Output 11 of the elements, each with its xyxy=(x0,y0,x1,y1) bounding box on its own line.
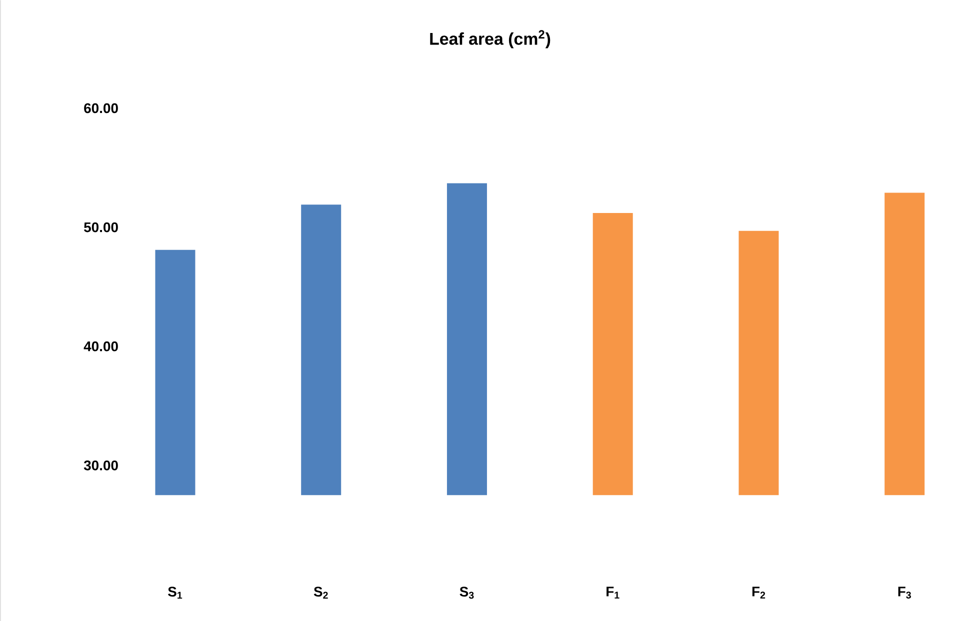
x-tick-label: S$_{1}$ xyxy=(168,586,182,598)
y-tick-label: 50.00 xyxy=(84,222,118,232)
y-tick-label: 60.00 xyxy=(84,103,118,113)
x-tick-label: S$_{2}$ xyxy=(314,586,328,598)
chart-title: Leaf area (cm$^{2}$) xyxy=(430,30,550,48)
x-tick-label: F$_{3}$ xyxy=(898,586,911,598)
x-tick-label: F$_{2}$ xyxy=(752,586,766,598)
x-tick-label: F$_{1}$ xyxy=(606,586,620,598)
y-tick-label: 30.00 xyxy=(84,460,118,470)
x-tick-label: S$_{3}$ xyxy=(460,586,474,599)
y-tick-label: 40.00 xyxy=(84,341,118,352)
